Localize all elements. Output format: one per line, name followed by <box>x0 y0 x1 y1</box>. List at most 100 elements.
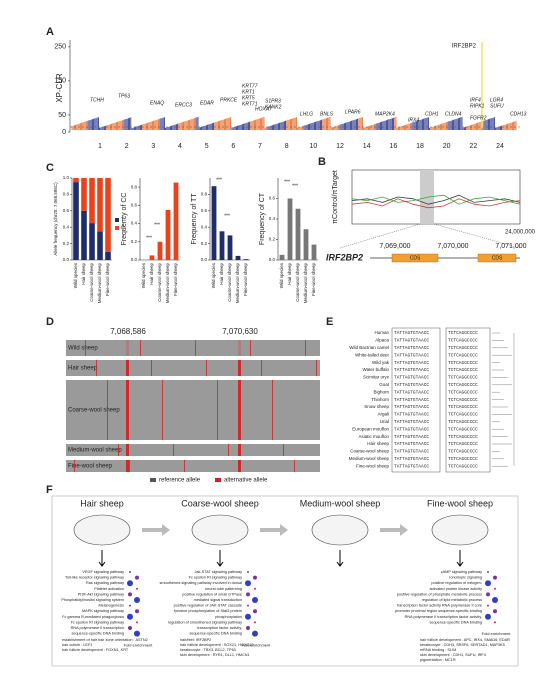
pathway: activated protein kinase activity <box>429 587 482 591</box>
x-tick-label: 16 <box>389 143 397 150</box>
x-tick-label: Medium-wool sheep <box>303 263 308 304</box>
x-tick-label: 6 <box>231 143 235 150</box>
x-tick-label: Wild species <box>279 262 284 288</box>
species-label: Medium-wool sheep <box>349 456 390 461</box>
seq: TATTAGTGTAACC <box>394 449 429 455</box>
gene-label: LGR4 <box>490 97 503 103</box>
enrichment-dot <box>485 613 491 620</box>
enrichment-dot <box>486 592 490 597</box>
x-tick-label: 24 <box>496 143 504 150</box>
y-tick-label: 0.6 <box>131 203 138 208</box>
alt-stripe <box>74 460 75 472</box>
species-label: Thinhorn <box>371 397 389 402</box>
seq: TCTCAGGCCCC <box>448 412 478 418</box>
enrichment-dot <box>253 575 257 580</box>
pathway: sequence-specific DNA binding <box>189 632 242 636</box>
genotype-block <box>66 340 320 356</box>
pathway: sequence-specific DNA binding <box>71 632 124 636</box>
species-label: Snow sheep <box>364 404 389 409</box>
enrichment-dot <box>494 621 496 624</box>
seq: TCTCAGGCCCC <box>448 360 478 366</box>
pathway: regulation of smoothened signaling pathw… <box>168 620 242 624</box>
species-label: Fine-wool sheep <box>356 463 390 468</box>
gene-list: mRNA binding : SLIM <box>420 648 456 652</box>
legend-label: alternative allele <box>224 478 268 484</box>
seq: TCTCAGGCCCC <box>448 330 478 336</box>
x-tick-label: 14 <box>363 143 371 150</box>
position-label: 7,071,000 <box>495 243 526 250</box>
alt-stripe <box>96 360 97 376</box>
seq: TCTCAGGCCCC <box>448 463 478 469</box>
alt-col <box>238 380 241 440</box>
seq: TCTCAGGCCCC <box>448 389 478 395</box>
arrow-right <box>142 524 170 536</box>
x-tick-label: Fine-wool sheep <box>105 263 110 297</box>
x-axis-label: Fold enrichment <box>242 642 272 647</box>
pathway: phosphorylation <box>215 615 242 619</box>
x-tick-label: Coarse-wool sheep <box>295 263 300 302</box>
panel-label: D <box>46 316 54 328</box>
x-tick-label: 7 <box>258 143 262 150</box>
y-axis-label: Allele frequency (chr25: 7,068,586C) <box>53 182 58 256</box>
enrichment-dot <box>487 571 489 573</box>
x-tick-label: Fine-wool sheep <box>173 263 178 297</box>
alt-stripe <box>195 340 196 356</box>
gene-list: skin development : CDH1, SUFU, IRF4 <box>420 653 486 657</box>
pathway: positive regulation of mitogen- <box>431 581 482 585</box>
x-tick-label: 5 <box>205 143 209 150</box>
bar <box>157 241 163 260</box>
pathway: Toll-like receptor signaling pathway <box>65 576 124 580</box>
y-tick-label: 0.6 <box>201 208 208 213</box>
pathway: RNA polymerase II transcription factor a… <box>405 615 482 619</box>
gene-label: LHLG <box>300 111 313 117</box>
enrichment-dot <box>254 587 256 590</box>
y-tick-label: 0.2 <box>269 237 276 242</box>
x-tick-label: Wild species <box>73 262 78 288</box>
seq: TATTAGTGTAACC <box>394 419 429 425</box>
line-series <box>351 194 521 205</box>
seq: TATTAGTGTAACC <box>394 352 429 358</box>
gene-name: IRF2BP2 <box>326 252 363 262</box>
enrichment-dot <box>252 630 258 637</box>
gene-list: skin development : RYR1, DLL1, HMCN1 <box>180 653 250 657</box>
enrichment-dot <box>247 571 249 573</box>
cds-label: CDS <box>410 255 421 261</box>
sheep <box>191 514 249 546</box>
enrichment-dot <box>485 580 491 587</box>
y-tick-label: 0.0 <box>63 257 70 262</box>
x-tick-label: 8 <box>285 143 289 150</box>
arrow-down <box>456 550 464 567</box>
y-tick-label: 0.2 <box>131 239 138 244</box>
y-axis-label: Frequency of CC <box>121 193 128 246</box>
gene-list: pigmentation : MC1R <box>420 658 456 662</box>
enrichment-dot <box>494 587 496 590</box>
x-tick-label: 22 <box>469 143 477 150</box>
enrichment-dot <box>247 604 249 607</box>
seq: TATTAGTGTAACC <box>394 397 429 403</box>
bar <box>227 235 233 260</box>
group-heading: Medium-wool sheep <box>300 498 381 508</box>
pathway: Fc epsilon RI signaling pathway <box>71 620 124 624</box>
gene-label: KRT1 <box>242 89 255 95</box>
gene-list: hair/feet: IRF2BP2 <box>180 638 211 642</box>
enrichment-dot <box>135 575 139 580</box>
group-heading: Hair sheep <box>80 498 124 508</box>
sheep <box>311 514 369 546</box>
x-axis-label: Fold enrichment <box>482 631 512 636</box>
y-axis-label: Frequency of CT <box>259 192 266 245</box>
seq: TCTCAGGCCCC <box>448 338 478 344</box>
gene-label: RIPK1 <box>470 103 485 109</box>
y-tick-label: 0.4 <box>63 224 70 229</box>
alt-stripe <box>294 460 295 472</box>
y-tick-label: 0.4 <box>131 221 138 226</box>
pathway: tyrosine phosphorylation of Stat3 protei… <box>174 609 242 613</box>
y-tick-label: 0.2 <box>63 241 70 246</box>
zoom <box>433 223 521 249</box>
alt-stripe <box>250 340 251 356</box>
alt-col <box>126 360 129 376</box>
species-label: Wild Bactrian camel <box>349 345 389 350</box>
seq: TATTAGTGTAACC <box>394 434 429 440</box>
enrichment-dot <box>128 592 132 597</box>
gene-label: TP63 <box>118 93 130 99</box>
seq: TCTCAGGCCCC <box>448 345 478 351</box>
